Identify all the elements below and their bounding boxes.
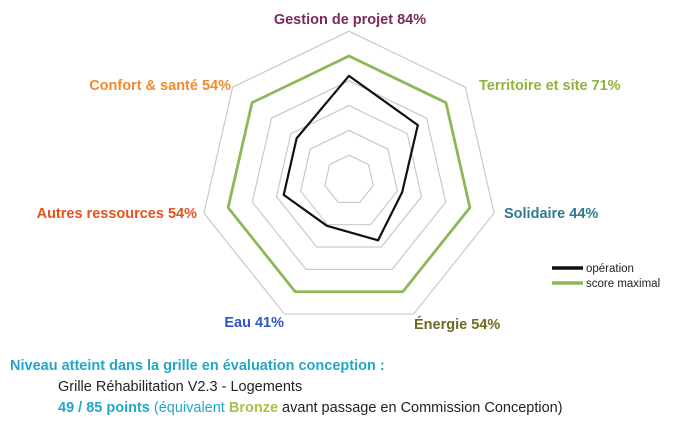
equiv-after: avant passage en Commission Conception): [278, 400, 563, 416]
grid-name: Grille Réhabilitation V2.3 - Logements: [58, 379, 303, 395]
radar-axis-labels: Gestion de projet 84% Territoire et site …: [37, 12, 621, 333]
radar-series: [226, 54, 472, 294]
points-line: 49 / 85 points (équivalent Bronze avant …: [58, 398, 563, 419]
equiv-before: (équivalent: [149, 400, 229, 416]
axis-label-1: Territoire et site 71%: [479, 78, 621, 94]
evaluation-summary: Niveau atteint dans la grille en évaluat…: [10, 356, 563, 419]
legend-label-operation: opération: [586, 263, 634, 275]
grid-ring-60: [275, 104, 423, 248]
axis-label-4: Eau 41%: [224, 315, 284, 331]
axis-label-2: Solidaire 44%: [504, 206, 598, 222]
grid-ring-80: [251, 80, 447, 270]
chart-legend: opération score maximal: [552, 263, 660, 290]
grid-ring-100: [227, 55, 471, 293]
grid-ring-20: [324, 154, 374, 203]
axis-label-5: Autres ressources 54%: [37, 206, 197, 222]
summary-title: Niveau atteint dans la grille en évaluat…: [10, 358, 385, 374]
radar-grid: [203, 30, 495, 315]
axis-label-6: Confort & santé 54%: [89, 78, 231, 94]
grid-ring-40: [299, 129, 399, 226]
bronze-level: Bronze: [228, 400, 279, 416]
axis-label-3: Énergie 54%: [414, 316, 500, 333]
grid-ring-120: [203, 30, 495, 315]
axis-label-0: Gestion de projet 84%: [274, 12, 426, 28]
radar-chart: Gestion de projet 84% Territoire et site …: [37, 12, 661, 333]
series-score-maximal: [226, 54, 472, 294]
series-operation: [282, 74, 419, 242]
legend-label-score-maximal: score maximal: [586, 278, 660, 290]
points-value: 49 / 85 points: [58, 400, 150, 416]
